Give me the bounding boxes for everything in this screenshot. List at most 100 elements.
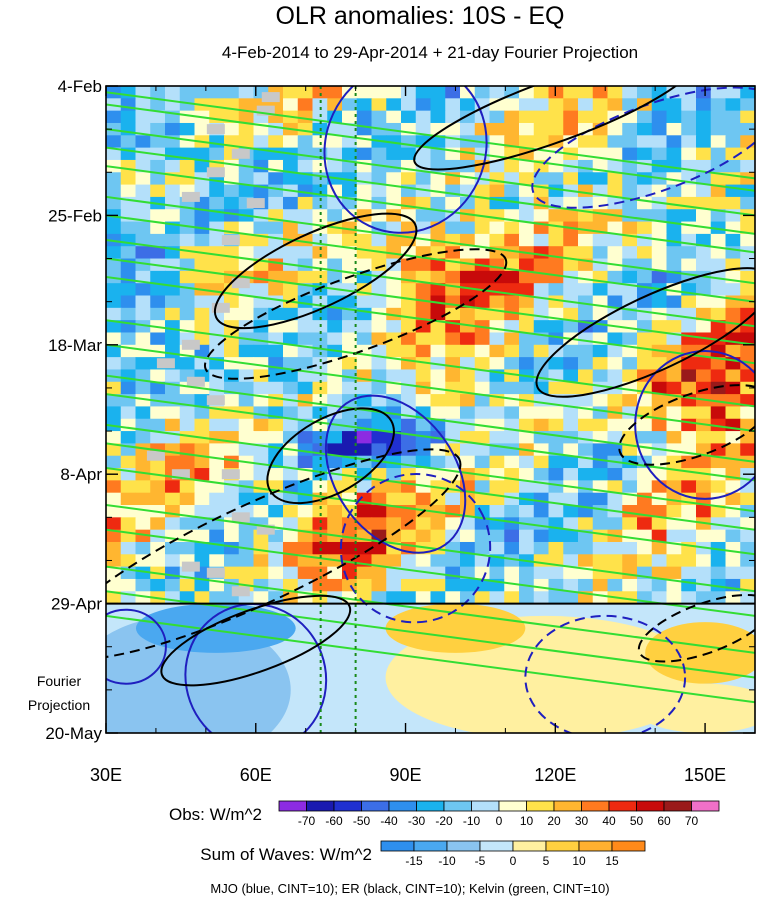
obs-cell [666, 591, 682, 605]
obs-cell [696, 566, 712, 580]
obs-cell [386, 468, 402, 481]
obs-cell [578, 344, 594, 358]
obs-cell [342, 159, 358, 173]
obs-cell [283, 172, 299, 186]
obs-cell [548, 110, 564, 124]
er-contour [106, 448, 462, 661]
obs-cell [106, 406, 122, 420]
obs-cell [607, 147, 623, 161]
obs-cell [533, 307, 550, 321]
obs-cell [371, 443, 387, 457]
obs-cell [238, 418, 255, 432]
obs-cell [578, 184, 594, 198]
obs-cell [209, 468, 225, 481]
obs-cell [740, 159, 755, 173]
obs-cell [209, 147, 225, 161]
obs-cell [209, 505, 225, 518]
obs-cell [445, 86, 461, 99]
obs-cell [460, 443, 476, 457]
obs-cell [135, 283, 151, 297]
obs-cell [592, 246, 609, 260]
obs-cell [135, 332, 151, 346]
obs-cell [474, 541, 491, 555]
obs-cell [401, 98, 417, 112]
projection-positive-core [385, 603, 526, 653]
missing-data-patch [171, 469, 190, 480]
obs-cell [150, 307, 166, 321]
colorbar-tick-label: 0 [496, 814, 503, 828]
obs-cell [696, 283, 712, 297]
obs-cell [548, 221, 564, 235]
obs-cell [120, 541, 137, 555]
obs-cell [489, 110, 505, 124]
obs-cell [578, 431, 594, 444]
obs-cell [106, 135, 122, 149]
obs-cell [578, 283, 594, 297]
obs-cell [135, 492, 151, 506]
obs-cell [135, 135, 151, 149]
obs-cell [592, 369, 609, 383]
obs-cell [165, 184, 181, 198]
obs-cell [666, 221, 682, 235]
obs-cell [120, 233, 137, 247]
obs-cell [637, 468, 653, 481]
obs-cell [533, 394, 550, 408]
obs-cell [519, 406, 535, 420]
obs-cell [194, 541, 210, 555]
obs-cell [253, 455, 269, 469]
obs-cell [740, 492, 755, 506]
obs-cell [519, 357, 535, 371]
obs-cell [607, 283, 623, 297]
obs-cell [533, 196, 550, 210]
colorbar-tick-label: -20 [435, 814, 453, 828]
obs-cell [371, 369, 387, 383]
obs-cell [740, 295, 755, 309]
obs-cell [696, 233, 712, 247]
obs-cell [504, 110, 520, 124]
obs-cell [622, 418, 638, 432]
obs-cell [430, 307, 446, 321]
obs-cell [725, 492, 741, 506]
kelvin-contour [106, 239, 755, 328]
obs-cell [710, 221, 727, 235]
missing-data-patch [206, 167, 225, 178]
obs-cell [430, 172, 446, 186]
obs-cell [548, 541, 564, 555]
obs-cell [238, 369, 255, 383]
obs-cell [563, 517, 579, 531]
obs-cell [268, 122, 284, 136]
obs-cell [356, 566, 373, 580]
obs-cell [666, 344, 682, 358]
obs-cell [489, 221, 505, 235]
obs-cell [504, 517, 520, 531]
obs-cell [533, 98, 550, 112]
obs-cell [592, 233, 609, 247]
obs-cell [474, 591, 491, 605]
obs-cell [386, 505, 402, 518]
obs-cell [519, 468, 535, 481]
obs-cell [401, 172, 417, 186]
obs-cell [607, 578, 623, 592]
obs-cell [578, 147, 594, 161]
mjo-contour [324, 394, 467, 554]
obs-cell [194, 122, 210, 136]
obs-cell [120, 517, 137, 531]
obs-cell [725, 283, 741, 297]
colorbar-swatch [663, 800, 692, 812]
obs-cell [445, 492, 461, 506]
obs-cell [607, 344, 623, 358]
obs-cell [592, 258, 609, 272]
obs-cell [224, 209, 240, 223]
obs-cell [740, 258, 755, 272]
obs-cell [607, 554, 623, 568]
obs-cell [150, 270, 166, 284]
obs-cell [415, 307, 432, 321]
obs-cell [548, 468, 564, 481]
obs-cell [342, 357, 358, 371]
obs-cell [637, 221, 653, 235]
obs-cell [681, 529, 697, 543]
obs-cell [283, 307, 299, 321]
obs-cell [622, 480, 638, 494]
obs-cell [740, 122, 755, 136]
obs-cell [519, 270, 535, 284]
